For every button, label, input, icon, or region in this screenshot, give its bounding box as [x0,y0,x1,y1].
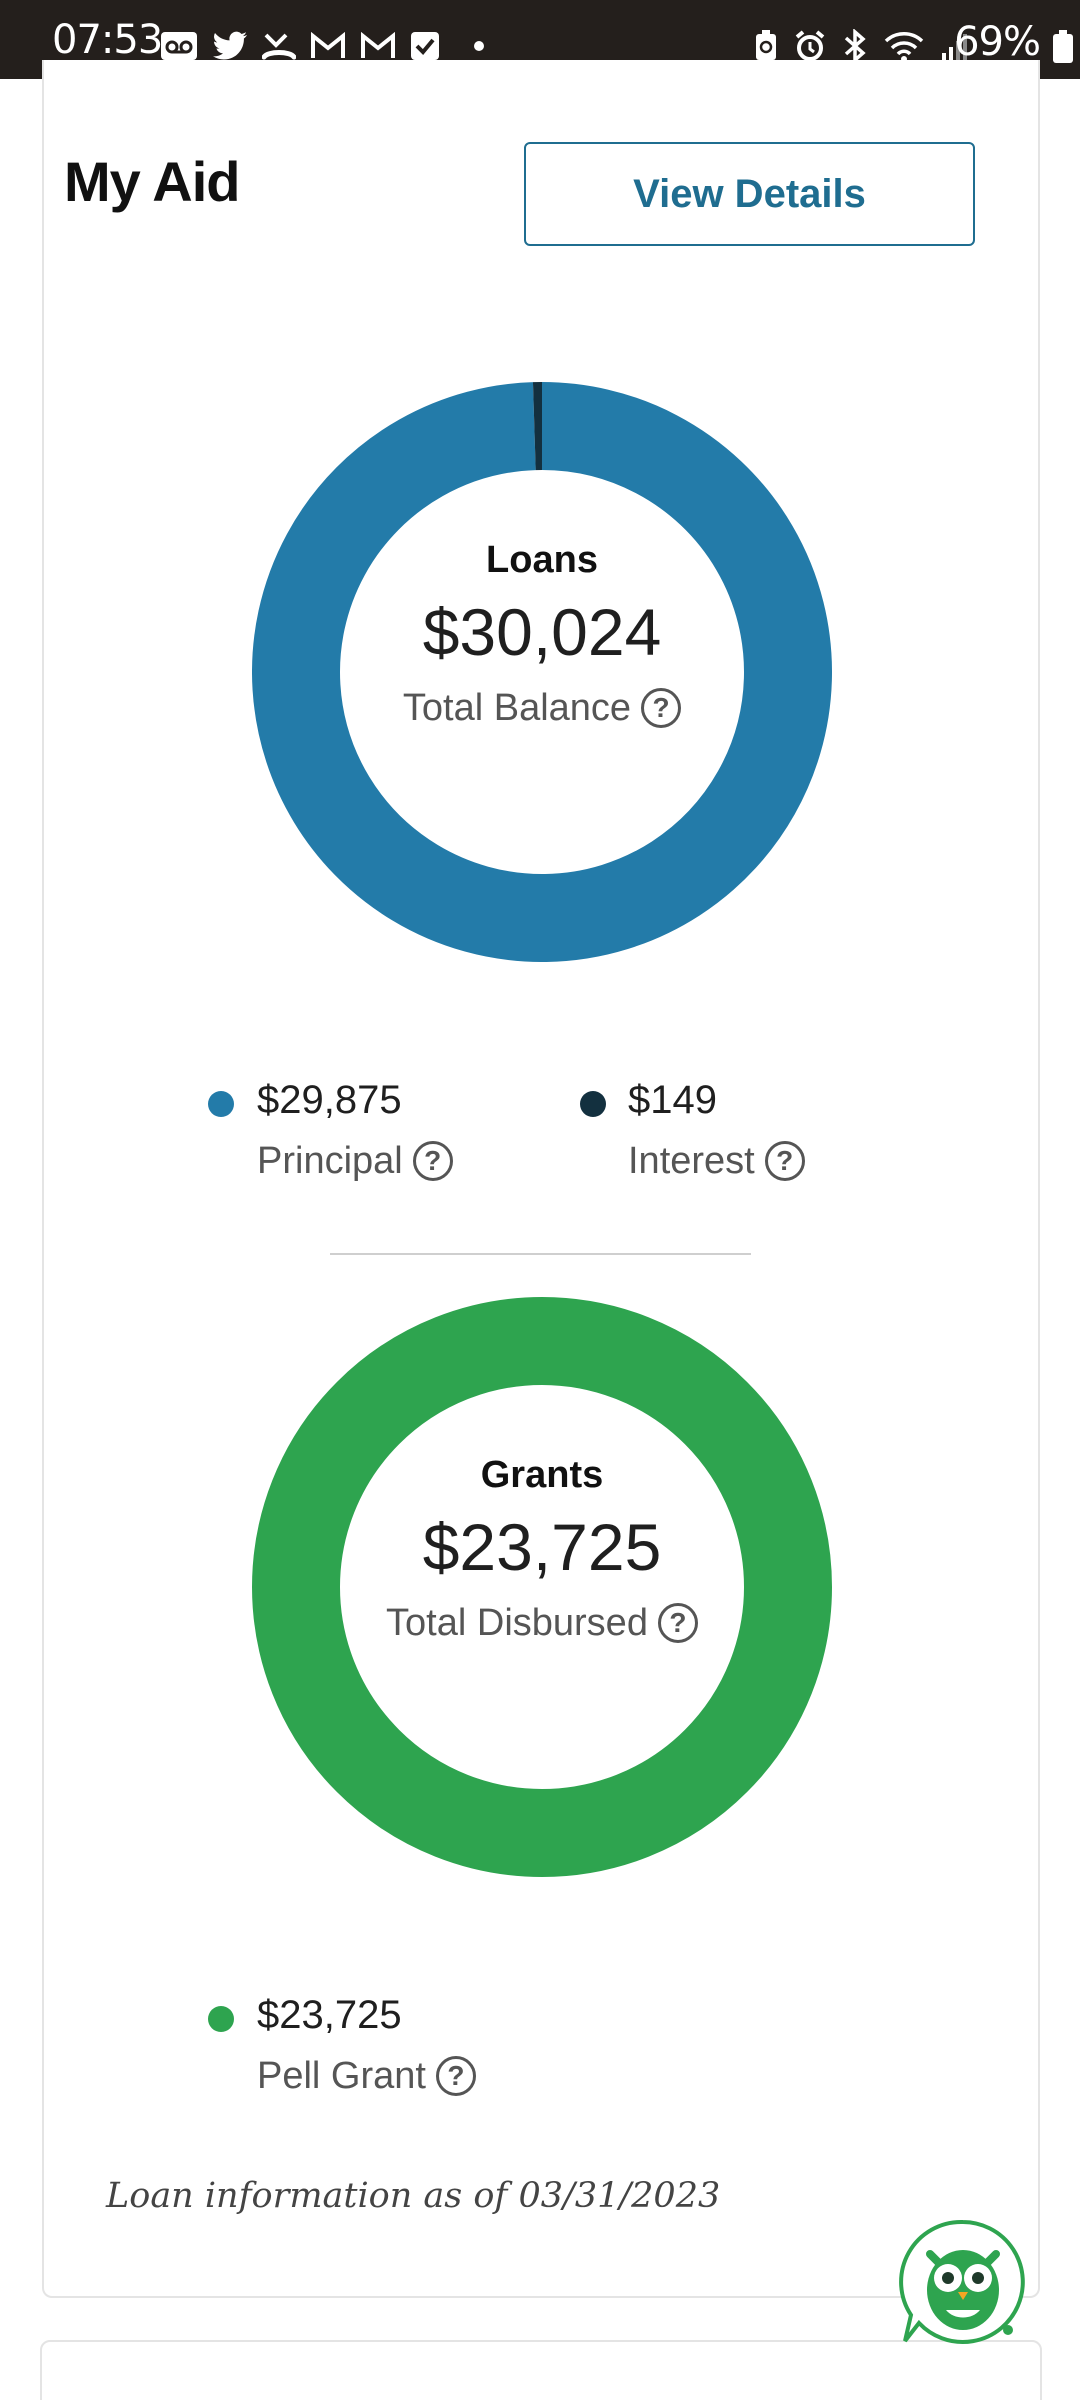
pell-grant-text: Pell Grant [257,2055,426,2097]
twitter-icon [212,31,248,61]
more-notifications-dot-icon [474,41,484,51]
grants-total-amount: $23,725 [422,1510,662,1584]
pell-grant-help-icon[interactable]: ? [435,2056,476,2096]
loans-total-amount: $30,024 [422,595,662,669]
pell-grant-amount: $23,725 [257,1993,402,2037]
bluetooth-icon [842,29,868,63]
principal-text: Principal [257,1140,403,1182]
next-card [40,2340,1042,2400]
loans-slice-principal [252,382,832,962]
loans-label: Loans [486,539,598,581]
interest-label: Interest ? [628,1138,805,1184]
pell-grant-color-dot [208,2006,234,2032]
interest-text: Interest [628,1140,755,1182]
interest-color-dot [580,1091,606,1117]
status-time: 07:53 [52,17,163,63]
system-icons [754,28,972,64]
grants-slice-pell-grant [252,1297,832,1877]
battery-percent: 69% [954,19,1041,65]
alarm-icon [794,30,826,62]
wifi-icon [884,30,924,62]
signal-icon [940,31,972,61]
total-disbursed-text: Total Disbursed [386,1602,648,1644]
notification-icons [160,28,484,64]
loans-donut-chart [252,382,832,962]
grants-donut-chart [252,1297,832,1877]
missed-call-icon [262,31,296,61]
grants-center: Grants $23,725 Total Disbursed ? [342,1453,742,1645]
pell-grant-label: Pell Grant ? [257,2053,476,2099]
principal-color-dot [208,1091,234,1117]
loan-info-date-note: Loan information as of 03/31/2023 [106,2176,721,2216]
total-balance-help-icon[interactable]: ? [641,688,682,728]
interest-amount: $149 [628,1078,717,1122]
total-balance-text: Total Balance [402,687,632,729]
voicemail-icon [160,31,198,61]
principal-help-icon[interactable]: ? [412,1141,453,1181]
section-divider [330,1253,751,1255]
my-aid-title: My Aid [64,150,240,213]
recycle-icon [754,30,778,62]
gmail-icon [360,32,396,60]
chat-assistant-owl-icon[interactable] [898,2218,1028,2348]
principal-label: Principal ? [257,1138,453,1184]
checkbox-icon [410,31,440,61]
view-details-button[interactable]: View Details [524,142,975,246]
battery-icon [1052,30,1074,69]
grants-label: Grants [480,1454,604,1496]
principal-amount: $29,875 [257,1078,402,1122]
interest-help-icon[interactable]: ? [764,1141,805,1181]
total-balance-label: Total Balance ? [402,686,682,730]
gmail-icon [310,32,346,60]
loans-center: Loans $30,024 Total Balance ? [342,538,742,730]
total-disbursed-help-icon[interactable]: ? [657,1603,698,1643]
total-disbursed-label: Total Disbursed ? [386,1601,698,1645]
